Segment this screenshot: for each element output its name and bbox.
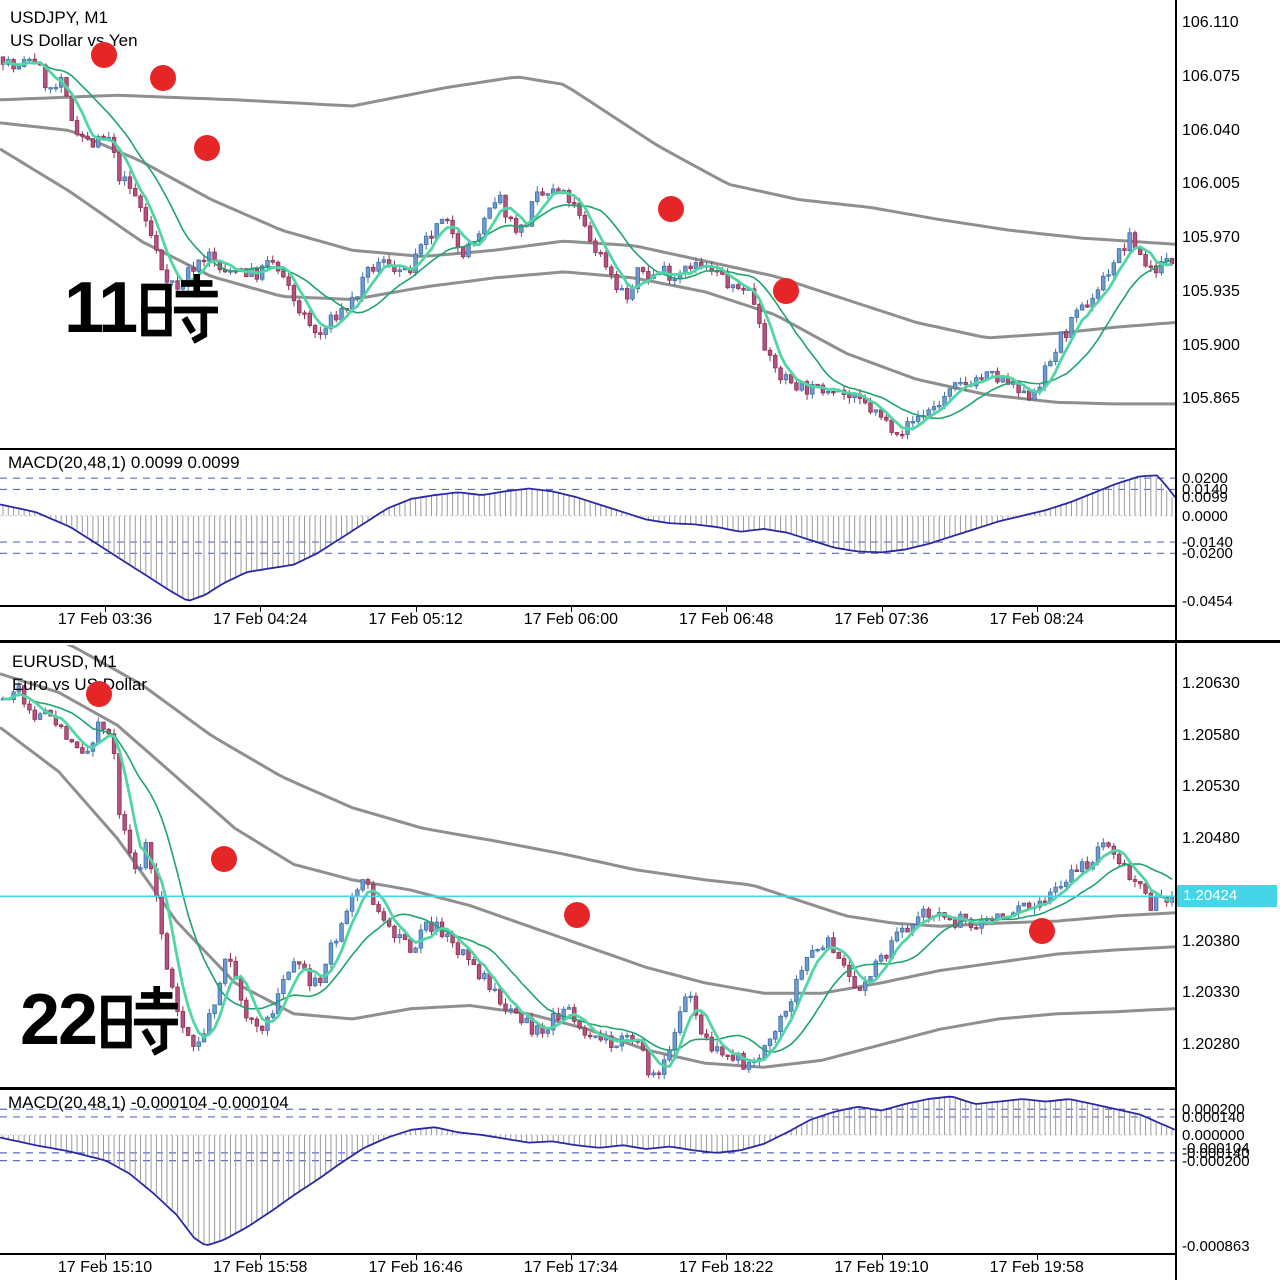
- annotation-number: 11: [64, 268, 138, 348]
- eurusd-price-chart[interactable]: [0, 645, 1175, 1090]
- time-label: 17 Feb 06:48: [679, 611, 774, 628]
- time-tick-mark: [415, 607, 417, 612]
- price-tick: 1.20330: [1182, 984, 1240, 1002]
- time-label: 17 Feb 15:10: [57, 1259, 153, 1276]
- price-tick: 105.865: [1182, 390, 1240, 408]
- price-tick: 1.20530: [1182, 778, 1240, 796]
- axis-border-line: [1175, 0, 1177, 1280]
- time-tick-mark: [570, 607, 572, 612]
- eurusd-symbol-block: EURUSD, M1 Euro vs US Dollar: [12, 650, 147, 696]
- price-tick: 106.005: [1182, 175, 1240, 193]
- price-tick: 1.20580: [1182, 726, 1240, 744]
- time-label: 17 Feb 19:10: [834, 1259, 929, 1276]
- macd-tick: 0.000200: [1182, 1101, 1245, 1119]
- time-label: 17 Feb 08:24: [989, 611, 1084, 628]
- price-tick: 105.970: [1182, 229, 1240, 247]
- separator-line: [0, 1087, 1175, 1090]
- time-label: 17 Feb 03:36: [57, 611, 153, 628]
- time-tick-mark: [1036, 607, 1038, 612]
- time-label: 17 Feb 05:12: [368, 611, 463, 628]
- panel-divider-line: [0, 640, 1280, 643]
- macd-tick: -0.0454: [1182, 593, 1233, 607]
- macd-tick: 0.0200: [1182, 470, 1228, 488]
- macd-tick: -0.000863: [1182, 1237, 1250, 1255]
- time-tick-mark: [570, 1255, 572, 1260]
- symbol-title: EURUSD, M1: [12, 652, 117, 671]
- time-label: 17 Feb 16:46: [368, 1259, 463, 1276]
- time-label: 17 Feb 17:34: [523, 1259, 619, 1276]
- kanji-ji-icon: [101, 986, 179, 1056]
- usdjpy-macd-axis[interactable]: 0.0200 0.0140 0.0099 0.0000 -0.0140 -0.0200 -0…: [1177, 450, 1280, 607]
- usdjpy-macd-label: MACD(20,48,1) 0.0099 0.0099: [8, 453, 240, 472]
- price-tick: 1.20380: [1182, 932, 1240, 950]
- symbol-description: Euro vs US Dollar: [12, 675, 148, 694]
- time-tick-mark: [881, 607, 883, 612]
- time-tick-mark: [1036, 1255, 1038, 1260]
- time-tick-mark: [105, 607, 106, 612]
- eurusd-macd-label: MACD(20,48,1) -0.000104 -0.000104: [8, 1093, 289, 1112]
- macd-tick: -0.0140: [1182, 534, 1233, 552]
- macd-tick: 0.000140: [1182, 1108, 1245, 1126]
- time-label: 17 Feb 18:22: [679, 1259, 774, 1276]
- kanji-ji-icon: [141, 274, 219, 344]
- time-label: 17 Feb 04:24: [213, 611, 308, 628]
- eurusd-price-axis[interactable]: 1.20424 1.20630 1.20580 1.20530 1.20480 1.20…: [1177, 645, 1280, 1090]
- separator-line: [0, 448, 1175, 450]
- time-annotation-11ji: 11: [64, 268, 219, 348]
- eurusd-macd-axis[interactable]: 0.000200 0.000140 0.000000 -0.000104 -0.0001…: [1177, 1090, 1280, 1255]
- macd-tick: -0.000104: [1182, 1140, 1250, 1158]
- time-tick-mark: [260, 1255, 262, 1260]
- eurusd-macd-pane[interactable]: [0, 1090, 1175, 1253]
- price-tick: 106.110: [1182, 14, 1239, 32]
- annotation-number: 22: [20, 980, 98, 1060]
- price-tick: 1.20630: [1182, 675, 1240, 693]
- time-tick-mark: [260, 607, 262, 612]
- usdjpy-price-axis[interactable]: 106.110 106.075 106.040 106.005 105.970 105.9…: [1177, 0, 1280, 450]
- macd-tick: 0.000000: [1182, 1126, 1245, 1144]
- price-tick: 1.20480: [1182, 829, 1240, 847]
- macd-tick: -0.000200: [1182, 1152, 1250, 1170]
- usdjpy-price-chart[interactable]: [0, 0, 1175, 450]
- time-label: 17 Feb 19:58: [989, 1259, 1084, 1276]
- separator-line: [0, 605, 1175, 607]
- time-label: 17 Feb 07:36: [834, 611, 929, 628]
- time-tick-mark: [726, 607, 728, 612]
- usdjpy-symbol-block: USDJPY, M1 US Dollar vs Yen: [10, 6, 138, 52]
- price-tick: 106.040: [1182, 121, 1240, 139]
- eurusd-time-axis[interactable]: 17 Feb 15:10 17 Feb 15:58 17 Feb 16:46 17 F…: [0, 1255, 1175, 1280]
- time-label: 17 Feb 06:00: [523, 611, 619, 628]
- time-annotation-22ji: 22: [20, 980, 179, 1060]
- price-tick: 1.20280: [1182, 1035, 1240, 1053]
- macd-tick: -0.0200: [1182, 545, 1233, 563]
- time-tick-mark: [415, 1255, 417, 1260]
- macd-tick: 0.0000: [1182, 507, 1228, 525]
- symbol-description: US Dollar vs Yen: [10, 31, 138, 50]
- symbol-title: USDJPY, M1: [10, 8, 108, 27]
- time-tick-mark: [881, 1255, 883, 1260]
- usdjpy-macd-pane[interactable]: [0, 450, 1175, 605]
- price-tick: 106.075: [1182, 67, 1240, 85]
- time-label: 17 Feb 15:58: [213, 1259, 308, 1276]
- macd-tick: 0.0099: [1182, 489, 1228, 507]
- macd-tick: -0.000140: [1182, 1144, 1250, 1162]
- current-price-badge: 1.20424: [1177, 885, 1277, 908]
- time-tick-mark: [105, 1255, 106, 1260]
- separator-line: [0, 1253, 1175, 1255]
- price-tick: 105.935: [1182, 282, 1240, 300]
- price-tick: 105.900: [1182, 336, 1240, 354]
- usdjpy-time-axis[interactable]: 17 Feb 03:36 17 Feb 04:24 17 Feb 05:12 17 F…: [0, 607, 1175, 633]
- macd-tick: 0.0140: [1182, 481, 1228, 499]
- time-tick-mark: [726, 1255, 728, 1260]
